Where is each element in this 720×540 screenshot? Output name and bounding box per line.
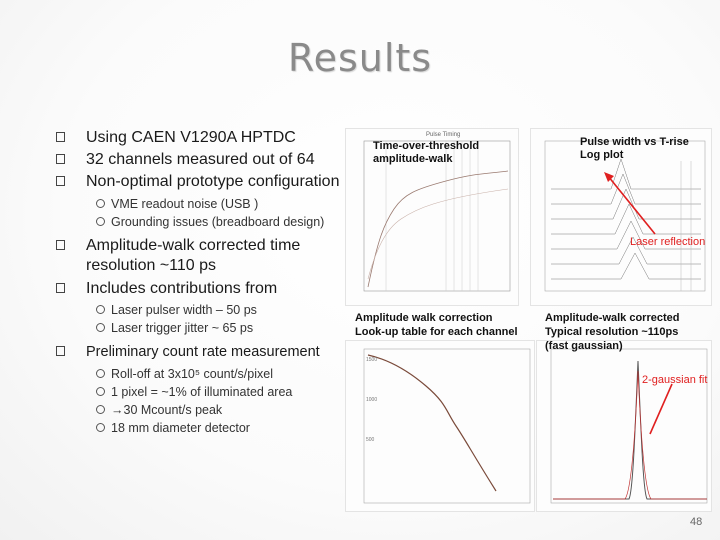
corrected-resolution-graphic — [550, 348, 708, 504]
sub-bullet-item: VME readout noise (USB ) — [56, 196, 356, 212]
circle-bullet-icon — [96, 199, 105, 208]
sub-bullet-item: Laser trigger jitter ~ 65 ps — [56, 320, 356, 336]
square-bullet-icon — [56, 346, 65, 356]
corrected-caption-line2: Typical resolution ~110ps — [545, 326, 679, 338]
corrected-caption-line3: (fast gaussian) — [545, 340, 623, 352]
circle-bullet-icon — [96, 387, 105, 396]
square-bullet-icon — [56, 132, 65, 142]
walk-correction-graphic: 1500 1000 500 — [363, 348, 531, 504]
sub-bullet-item: Laser pulser width – 50 ps — [56, 302, 356, 318]
circle-bullet-icon — [96, 323, 105, 332]
tot-plot-title: Pulse Timing — [426, 132, 460, 138]
circle-bullet-icon — [96, 405, 105, 414]
bullet-item: Includes contributions from — [56, 279, 356, 299]
pulse-width-graphic — [544, 140, 706, 292]
square-bullet-icon — [56, 176, 65, 186]
walk-axis-tick: 500 — [366, 437, 375, 443]
gaussian-fit-arrow-line — [649, 383, 673, 435]
corrected-caption-line1: Amplitude-walk corrected — [545, 312, 680, 324]
walk-axis-tick: 1000 — [366, 397, 377, 403]
bullet-item: 32 channels measured out of 64 — [56, 150, 356, 170]
walk-correction-caption-line1: Amplitude walk correction — [355, 312, 493, 324]
bullet-list: Using CAEN V1290A HPTDC 32 channels meas… — [56, 128, 356, 436]
circle-bullet-icon — [96, 423, 105, 432]
tot-plot-graphic: Pulse Timing — [363, 132, 511, 292]
slide-title: Results — [287, 36, 433, 80]
sub-bullet-item: 1 pixel = ~1% of illuminated area — [56, 384, 356, 400]
square-bullet-icon — [56, 154, 65, 164]
pulse-width-plot — [530, 128, 712, 306]
circle-bullet-icon — [96, 217, 105, 226]
walk-correction-plot: 1500 1000 500 — [345, 340, 535, 512]
laser-reflection-arrow — [604, 172, 656, 235]
bullet-item: Using CAEN V1290A HPTDC — [56, 128, 356, 148]
pulse-width-caption: Pulse width vs T-rise Log plot — [580, 136, 689, 161]
laser-reflection-label: Laser reflection — [630, 236, 706, 248]
bullet-item: Non-optimal prototype configuration — [56, 172, 356, 192]
tot-plot: Pulse Timing — [345, 128, 519, 306]
sub-bullet-item: 18 mm diameter detector — [56, 420, 356, 436]
sub-bullet-item: Roll-off at 3x10⁵ count/s/pixel — [56, 366, 356, 382]
sub-bullet-item: Grounding issues (breadboard design) — [56, 214, 356, 230]
circle-bullet-icon — [96, 369, 105, 378]
bullet-item: Amplitude-walk corrected time resolution… — [56, 236, 356, 276]
page-number: 48 — [690, 516, 703, 528]
square-bullet-icon — [56, 283, 65, 293]
gaussian-fit-label: 2-gaussian fit — [642, 374, 708, 386]
corrected-resolution-plot — [536, 340, 712, 512]
circle-bullet-icon — [96, 305, 105, 314]
tot-caption: Time-over-threshold amplitude-walk — [373, 140, 480, 165]
walk-axis-tick: 1500 — [366, 357, 377, 363]
sub-bullet-item: →30 Mcount/s peak — [56, 402, 356, 418]
bullet-item: Preliminary count rate measurement — [56, 342, 356, 362]
square-bullet-icon — [56, 240, 65, 250]
walk-correction-caption-line2: Look-up table for each channel — [355, 326, 518, 338]
